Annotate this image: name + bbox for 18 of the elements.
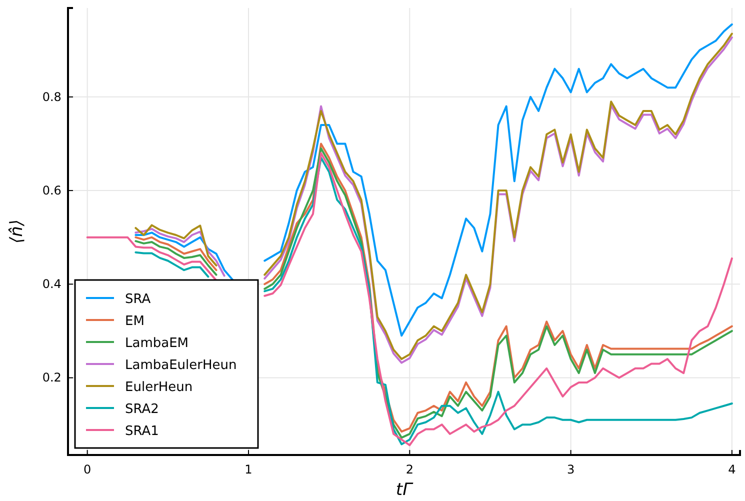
legend-label: EM (125, 314, 144, 329)
x-tick-label: 0 (84, 462, 92, 477)
x-tick-label: 1 (244, 462, 252, 477)
legend-label: LambaEulerHeun (125, 358, 237, 373)
legend-label: EulerHeun (125, 380, 193, 395)
legend-label: SRA2 (125, 402, 159, 417)
legend-label: SRA (125, 292, 151, 307)
legend-label: LambaEM (125, 336, 189, 351)
x-tick-label: 2 (406, 462, 414, 477)
x-axis-title: tΓ (396, 480, 414, 500)
y-tick-label: 0.4 (42, 276, 62, 291)
y-tick-label: 0.2 (42, 370, 62, 385)
x-tick-label: 4 (728, 462, 736, 477)
y-axis-title: ⟨n̂⟩ (7, 219, 27, 244)
legend-label: SRA1 (125, 424, 159, 439)
x-tick-label: 3 (566, 462, 575, 477)
y-tick-label: 0.8 (42, 90, 62, 104)
y-tick-label: 0.6 (42, 183, 62, 198)
